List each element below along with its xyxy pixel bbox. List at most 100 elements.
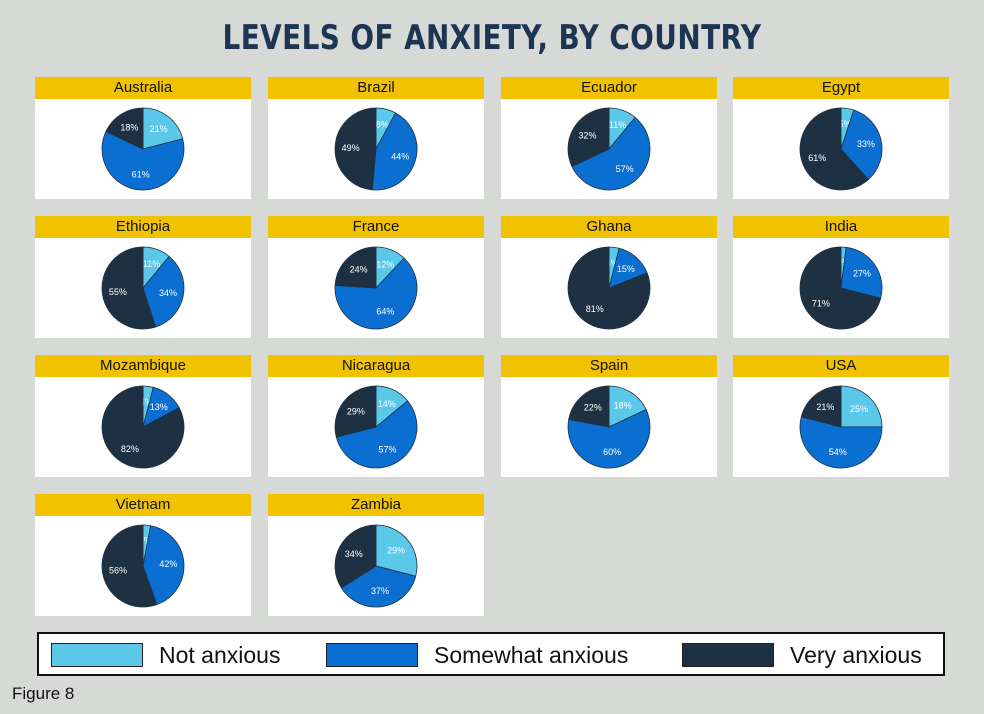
pie-slice-very-anxious xyxy=(800,385,842,428)
pie-slice-somewhat-anxious xyxy=(840,246,883,299)
pie-chart: 8% 44% 49% xyxy=(334,107,418,191)
pie-label-not-anxious: 14% xyxy=(378,399,396,409)
pie-label-somewhat-anxious: 15% xyxy=(617,264,635,274)
pie-label-somewhat-anxious: 60% xyxy=(603,447,621,457)
pie-chart: 5% 33% 61% xyxy=(799,107,883,191)
country-label: Egypt xyxy=(733,77,949,99)
country-label: Ethiopia xyxy=(35,216,251,238)
pie-panel-vietnam: Vietnam 3% 42% 56% xyxy=(35,494,251,616)
pie-panel-india: India 2% 27% 71% xyxy=(733,216,949,338)
pie-label-not-anxious: 3% xyxy=(139,536,152,546)
legend-label-not-anxious: Not anxious xyxy=(159,642,281,668)
pie-label-somewhat-anxious: 44% xyxy=(391,151,409,161)
pie-chart: 14% 57% 29% xyxy=(334,385,418,469)
chart-title: LEVELS OF ANXIETY, BY COUNTRY xyxy=(222,18,762,58)
pie-label-very-anxious: 29% xyxy=(347,406,365,416)
pie-slice-not-anxious xyxy=(375,524,418,577)
pie-label-very-anxious: 61% xyxy=(808,153,826,163)
pie-chart: 25% 54% 21% xyxy=(799,385,883,469)
pie-panel-zambia: Zambia 29% 37% 34% xyxy=(268,494,484,616)
pie-slice-somewhat-anxious xyxy=(840,109,883,181)
country-label: Spain xyxy=(501,355,717,377)
pie-slice-very-anxious xyxy=(101,524,158,608)
pie-slice-very-anxious xyxy=(567,246,651,330)
pie-slice-not-anxious xyxy=(608,385,647,428)
pie-label-somewhat-anxious: 33% xyxy=(857,139,875,149)
pie-slice-very-anxious xyxy=(101,385,185,469)
pie-label-not-anxious: 8% xyxy=(376,119,389,129)
pie-chart: 12% 64% 24% xyxy=(334,246,418,330)
pie-slice-not-anxious xyxy=(840,385,883,428)
pie-panel-france: France 12% 64% 24% xyxy=(268,216,484,338)
pie-panel-brazil: Brazil 8% 44% 49% xyxy=(268,77,484,199)
pie-label-not-anxious: 29% xyxy=(387,545,405,555)
pie-label-very-anxious: 71% xyxy=(812,299,830,309)
pie-panel-australia: Australia 21% 61% 18% xyxy=(35,77,251,199)
pie-slice-somewhat-anxious xyxy=(567,409,651,469)
pie-label-not-anxious: 2% xyxy=(836,258,849,268)
pie-label-not-anxious: 21% xyxy=(150,124,168,134)
country-label: Australia xyxy=(35,77,251,99)
country-label: Mozambique xyxy=(35,355,251,377)
legend-label-somewhat-anxious: Somewhat anxious xyxy=(434,642,629,668)
pie-chart: 29% 37% 34% xyxy=(334,524,418,608)
legend: Not anxious Somewhat anxious Very anxiou… xyxy=(37,632,945,676)
pie-panel-nicaragua: Nicaragua 14% 57% 29% xyxy=(268,355,484,477)
pie-panel-egypt: Egypt 5% 33% 61% xyxy=(733,77,949,199)
pie-slice-very-anxious xyxy=(567,107,610,167)
pie-label-very-anxious: 82% xyxy=(121,444,139,454)
pie-slice-very-anxious xyxy=(334,385,377,438)
pie-label-somewhat-anxious: 64% xyxy=(376,307,394,317)
pie-chart: 21% 61% 18% xyxy=(101,107,185,191)
pie-label-somewhat-anxious: 13% xyxy=(150,402,168,412)
pie-slice-very-anxious xyxy=(334,107,377,191)
country-label: Nicaragua xyxy=(268,355,484,377)
pie-label-very-anxious: 49% xyxy=(342,143,360,153)
pie-label-very-anxious: 34% xyxy=(345,549,363,559)
country-label: Brazil xyxy=(268,77,484,99)
pie-label-somewhat-anxious: 57% xyxy=(379,445,397,455)
pie-slice-very-anxious xyxy=(105,107,144,150)
pie-slice-somewhat-anxious xyxy=(142,255,185,328)
pie-label-very-anxious: 55% xyxy=(109,287,127,297)
country-label: France xyxy=(268,216,484,238)
legend-swatch-somewhat-anxious xyxy=(326,643,418,667)
pie-label-somewhat-anxious: 42% xyxy=(159,559,177,569)
pie-label-somewhat-anxious: 34% xyxy=(159,288,177,298)
pie-label-not-anxious: 18% xyxy=(614,401,632,411)
pie-slice-somewhat-anxious xyxy=(799,416,883,469)
pie-slice-somewhat-anxious xyxy=(571,116,651,191)
pie-label-not-anxious: 4% xyxy=(140,397,153,407)
legend-label-very-anxious: Very anxious xyxy=(790,642,922,668)
pie-slice-very-anxious xyxy=(334,246,377,289)
pie-panel-ghana: Ghana 4% 15% 81% xyxy=(501,216,717,338)
pie-label-somewhat-anxious: 37% xyxy=(371,586,389,596)
pie-label-somewhat-anxious: 61% xyxy=(132,169,150,179)
pie-chart: 3% 42% 56% xyxy=(101,524,185,608)
pie-label-very-anxious: 24% xyxy=(350,264,368,274)
country-label: India xyxy=(733,216,949,238)
pie-panel-ethiopia: Ethiopia 11% 34% 55% xyxy=(35,216,251,338)
country-label: Zambia xyxy=(268,494,484,516)
pie-chart: 11% 34% 55% xyxy=(101,246,185,330)
pie-label-somewhat-anxious: 27% xyxy=(853,269,871,279)
pie-panel-mozambique: Mozambique 4% 13% 82% xyxy=(35,355,251,477)
pie-label-somewhat-anxious: 54% xyxy=(829,447,847,457)
pie-slice-somewhat-anxious xyxy=(142,525,185,606)
figure-caption: Figure 8 xyxy=(12,684,75,703)
country-label: Ecuador xyxy=(501,77,717,99)
pie-label-very-anxious: 21% xyxy=(816,402,834,412)
pie-label-not-anxious: 5% xyxy=(839,119,852,129)
pie-label-very-anxious: 32% xyxy=(579,130,597,140)
pie-slice-very-anxious xyxy=(101,246,157,330)
pie-slice-somewhat-anxious xyxy=(335,400,418,469)
pie-label-not-anxious: 25% xyxy=(850,404,868,414)
pie-label-very-anxious: 81% xyxy=(586,304,604,314)
legend-swatch-very-anxious xyxy=(682,643,774,667)
pie-chart: 4%15% 81% xyxy=(567,246,651,330)
country-label: Ghana xyxy=(501,216,717,238)
country-label: Vietnam xyxy=(35,494,251,516)
pie-label-very-anxious: 18% xyxy=(120,123,138,133)
pie-label-very-anxious: 56% xyxy=(109,565,127,575)
pie-label-somewhat-anxious: 57% xyxy=(616,164,634,174)
